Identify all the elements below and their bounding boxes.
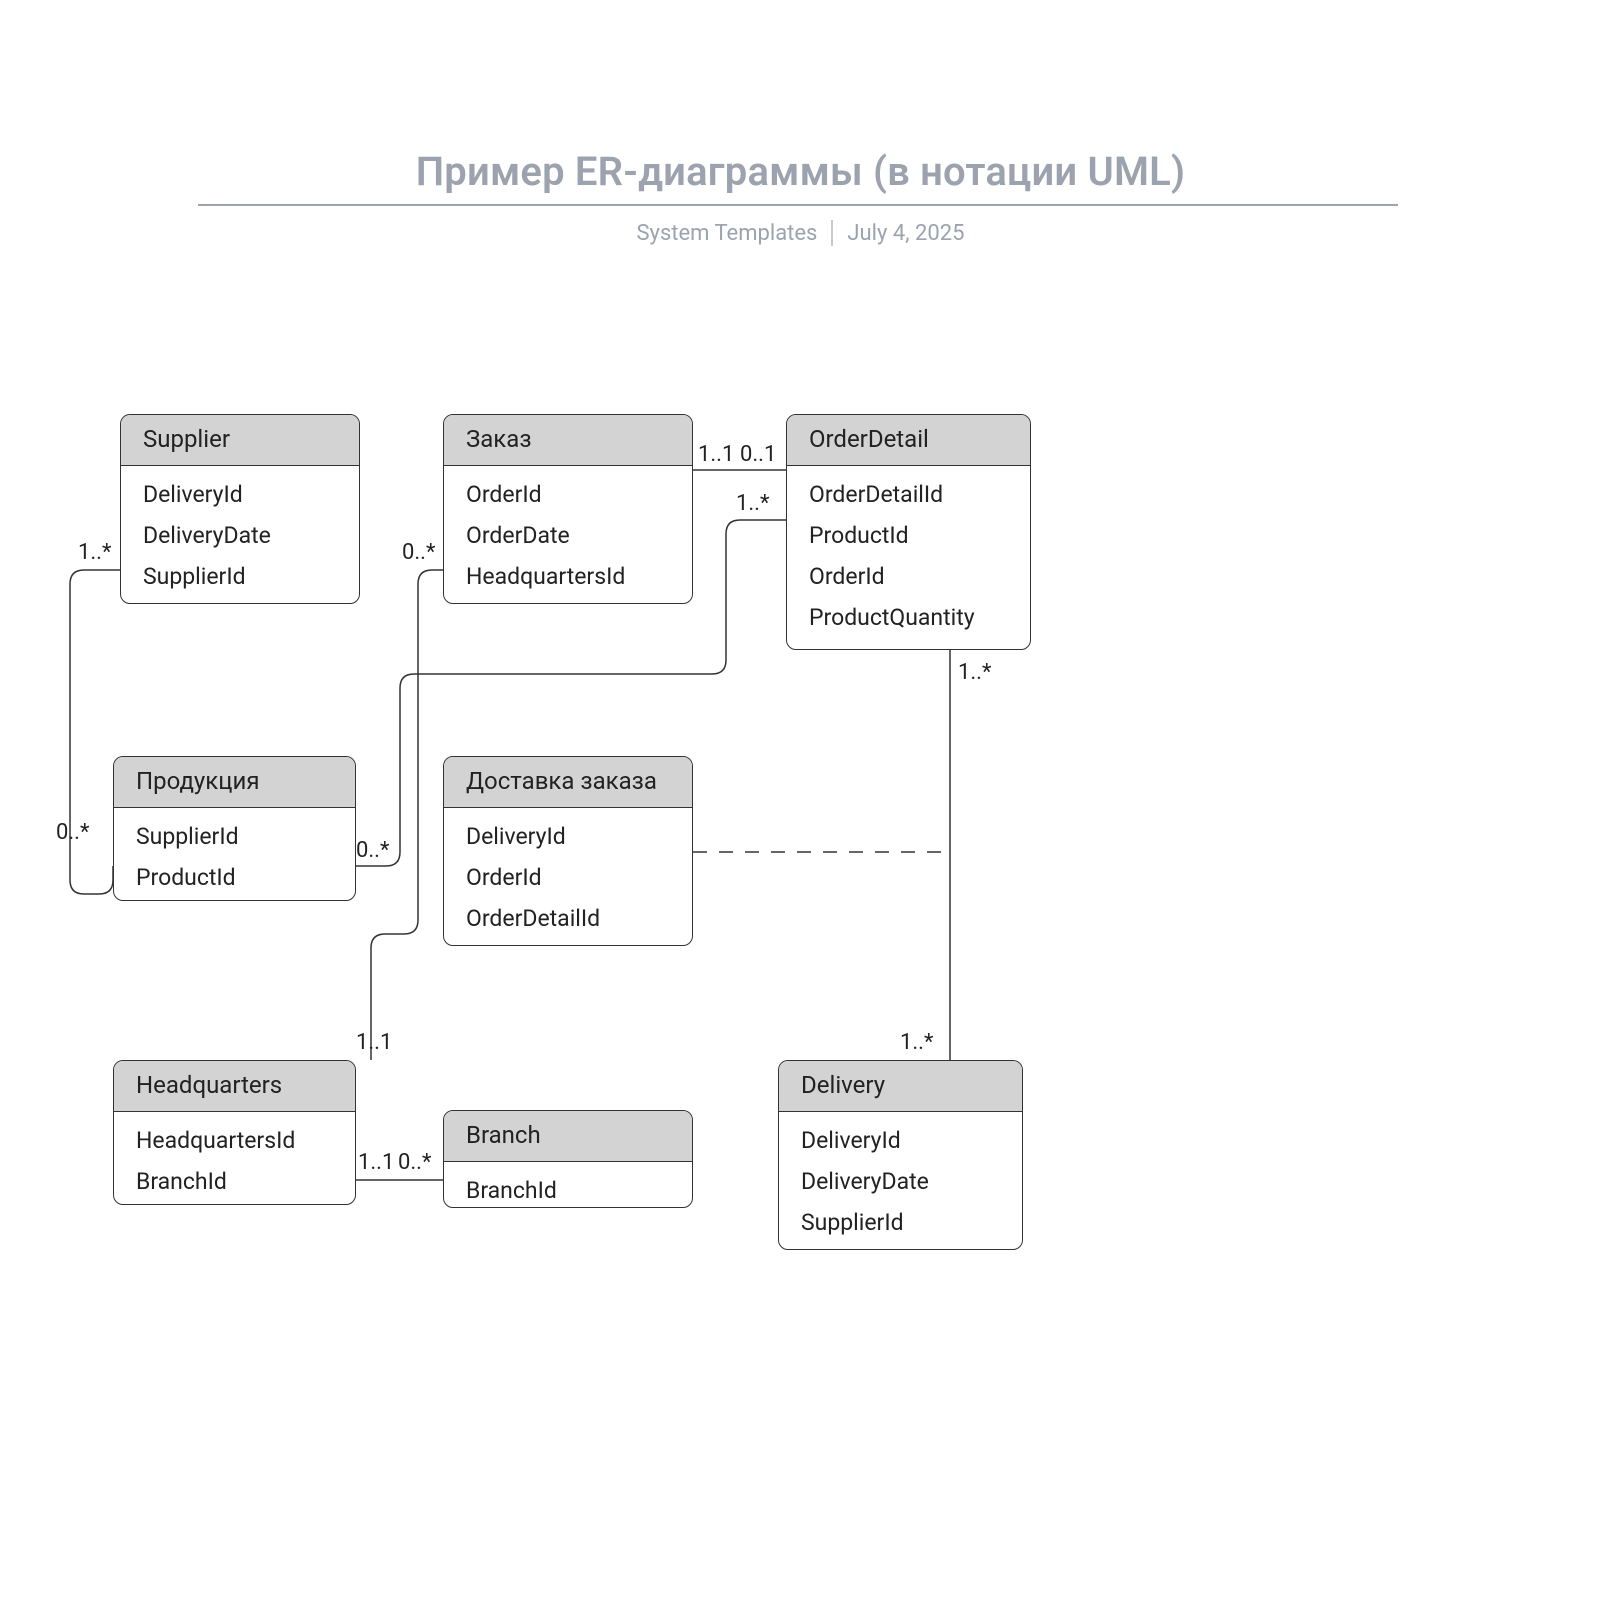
entity-body: SupplierIdProductId	[114, 808, 355, 901]
title-block: Пример ER-диаграммы (в нотации UML)	[0, 148, 1601, 195]
multiplicity-label: 1..*	[900, 1030, 933, 1055]
entity-attribute: OrderId	[787, 556, 1030, 597]
entity-title: Заказ	[444, 415, 692, 466]
entity-branch: Branch BranchId	[443, 1110, 693, 1208]
multiplicity-label: 0..*	[356, 838, 389, 863]
multiplicity-label: 1..1	[356, 1030, 392, 1055]
subtitle-right: July 4, 2025	[847, 221, 964, 246]
multiplicity-label: 1..*	[958, 660, 991, 685]
entity-title: Supplier	[121, 415, 359, 466]
multiplicity-label: 1..1	[358, 1150, 394, 1175]
page-title: Пример ER-диаграммы (в нотации UML)	[0, 148, 1601, 195]
multiplicity-label: 0..*	[398, 1150, 431, 1175]
entity-headquarters: HeadquartersHeadquartersIdBranchId	[113, 1060, 356, 1205]
entity-attribute: SupplierId	[114, 816, 355, 857]
entity-attribute: OrderDetailId	[444, 898, 692, 939]
edge-order-to-headquarters	[371, 570, 443, 1060]
entity-attribute: SupplierId	[121, 556, 359, 597]
diagram-canvas: Пример ER-диаграммы (в нотации UML) Syst…	[0, 0, 1601, 1601]
entity-attribute: ProductId	[114, 857, 355, 898]
entity-attribute: ProductId	[787, 515, 1030, 556]
entity-body: BranchId	[444, 1162, 692, 1208]
title-underline	[198, 204, 1398, 206]
subtitle-left: System Templates	[636, 221, 817, 246]
entity-body: DeliveryIdDeliveryDateSupplierId	[779, 1112, 1022, 1250]
entity-attribute: BranchId	[444, 1170, 692, 1208]
entity-title: Branch	[444, 1111, 692, 1162]
entity-attribute: OrderDate	[444, 515, 692, 556]
entity-title: Доставка заказа	[444, 757, 692, 808]
entity-title: Продукция	[114, 757, 355, 808]
multiplicity-label: 0..1	[740, 442, 776, 467]
entity-attribute: DeliveryId	[444, 816, 692, 857]
entity-product: ПродукцияSupplierIdProductId	[113, 756, 356, 901]
entity-attribute: DeliveryDate	[779, 1161, 1022, 1202]
entity-body: DeliveryIdDeliveryDateSupplierId	[121, 466, 359, 604]
entity-supplier: SupplierDeliveryIdDeliveryDateSupplierId	[120, 414, 360, 604]
entity-attribute: DeliveryId	[121, 474, 359, 515]
entity-body: DeliveryIdOrderIdOrderDetailId	[444, 808, 692, 946]
entity-attribute: HeadquartersId	[444, 556, 692, 597]
entity-attribute: ProductQuantity	[787, 597, 1030, 638]
entity-attribute: OrderId	[444, 857, 692, 898]
subtitle-separator	[831, 220, 833, 246]
entity-body: OrderDetailIdProductIdOrderIdProductQuan…	[787, 466, 1030, 648]
multiplicity-label: 1..*	[78, 540, 111, 565]
entity-delivery: DeliveryDeliveryIdDeliveryDateSupplierId	[778, 1060, 1023, 1250]
entity-attribute: OrderId	[444, 474, 692, 515]
multiplicity-label: 0..*	[56, 820, 89, 845]
multiplicity-label: 1..*	[736, 491, 769, 516]
entity-body: HeadquartersIdBranchId	[114, 1112, 355, 1205]
subtitle-block: System Templates July 4, 2025	[0, 220, 1601, 246]
entity-attribute: OrderDetailId	[787, 474, 1030, 515]
entity-attribute: DeliveryDate	[121, 515, 359, 556]
entity-attribute: HeadquartersId	[114, 1120, 355, 1161]
entity-attribute: SupplierId	[779, 1202, 1022, 1243]
entity-body: OrderIdOrderDateHeadquartersId	[444, 466, 692, 604]
entity-order_detail: OrderDetailOrderDetailIdProductIdOrderId…	[786, 414, 1031, 650]
multiplicity-label: 1..1	[698, 442, 734, 467]
multiplicity-label: 0..*	[402, 540, 435, 565]
entity-title: OrderDetail	[787, 415, 1030, 466]
entity-title: Delivery	[779, 1061, 1022, 1112]
entity-attribute: DeliveryId	[779, 1120, 1022, 1161]
entity-attribute: BranchId	[114, 1161, 355, 1202]
entity-order_delivery: Доставка заказаDeliveryIdOrderIdOrderDet…	[443, 756, 693, 946]
entity-title: Headquarters	[114, 1061, 355, 1112]
entity-order: ЗаказOrderIdOrderDateHeadquartersId	[443, 414, 693, 604]
